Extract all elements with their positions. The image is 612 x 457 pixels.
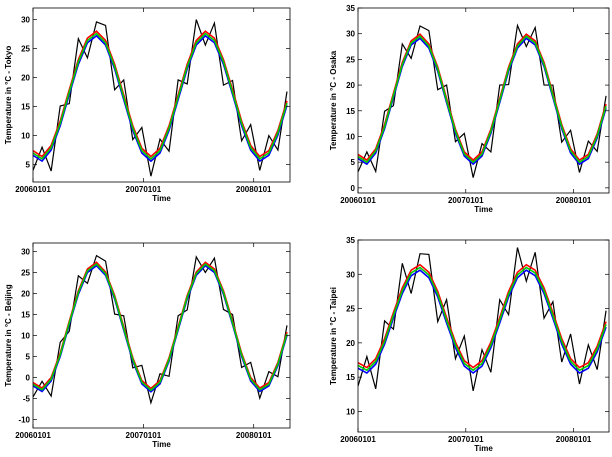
x-tick-label: 20080101 bbox=[236, 185, 272, 194]
x-tick-label: 20070101 bbox=[448, 196, 484, 205]
y-tick-label: 0 bbox=[26, 374, 31, 383]
y-tick-label: 5 bbox=[351, 158, 356, 167]
y-tick-label: 20 bbox=[346, 81, 355, 90]
y-tick-label: 15 bbox=[21, 103, 30, 112]
axes-box bbox=[357, 239, 610, 433]
y-tick-label: 20 bbox=[21, 289, 30, 298]
subplot: 0 5 10 15 20 25 30 35 20060101 20070101 20080101 Ti… bbox=[329, 4, 610, 214]
y-tick-label: 35 bbox=[346, 4, 355, 13]
plot-area bbox=[33, 243, 290, 428]
subplot: 10 15 20 25 30 35 20060101 20070101 20080101 Time… bbox=[329, 236, 610, 453]
data-line bbox=[33, 32, 288, 160]
x-tick-label: 20060101 bbox=[340, 435, 376, 444]
y-tick-label: 25 bbox=[21, 45, 30, 54]
x-tick-label: 20080101 bbox=[236, 431, 272, 440]
x-axis-label: Time bbox=[152, 194, 171, 203]
axes-box bbox=[32, 7, 291, 183]
x-tick-label: 20070101 bbox=[448, 435, 484, 444]
y-tick-label: 20 bbox=[346, 339, 355, 348]
y-tick-label: -5 bbox=[23, 395, 31, 404]
x-axis-label: Time bbox=[152, 440, 171, 449]
y-tick-label: 20 bbox=[21, 74, 30, 83]
y-tick-label: 5 bbox=[26, 161, 31, 170]
x-tick-label: 20060101 bbox=[15, 185, 51, 194]
data-line bbox=[358, 263, 607, 369]
x-tick-label: 20060101 bbox=[15, 431, 51, 440]
plot-area bbox=[358, 8, 609, 193]
y-tick-label: 25 bbox=[346, 305, 355, 314]
x-tick-label: 20080101 bbox=[556, 196, 592, 205]
y-tick-label: 30 bbox=[21, 247, 30, 256]
data-line bbox=[358, 269, 607, 375]
y-tick-label: 15 bbox=[21, 310, 30, 319]
plot-area bbox=[33, 8, 290, 182]
y-tick-label: 30 bbox=[346, 270, 355, 279]
y-axis-label: Temperature in °C - Osaka bbox=[329, 50, 338, 150]
subplot: 5 10 15 20 25 30 20060101 20070101 20080101 Time T… bbox=[4, 7, 291, 203]
data-line bbox=[358, 35, 607, 164]
axes-box bbox=[357, 7, 610, 194]
y-axis-label: Temperature in °C - Tokyo bbox=[4, 46, 13, 145]
y-tick-label: 30 bbox=[346, 30, 355, 39]
plot-area bbox=[358, 240, 609, 432]
x-tick-label: 20070101 bbox=[126, 185, 162, 194]
x-tick-label: 20070101 bbox=[126, 431, 162, 440]
y-tick-label: -10 bbox=[18, 416, 30, 425]
y-tick-label: 10 bbox=[21, 332, 30, 341]
subplot: -10 -5 0 5 10 15 20 25 30 20060101 20070101 2008010… bbox=[4, 242, 291, 449]
y-tick-label: 30 bbox=[21, 16, 30, 25]
data-line bbox=[33, 262, 288, 392]
y-tick-label: 0 bbox=[351, 184, 356, 193]
y-tick-label: 35 bbox=[346, 236, 355, 245]
x-tick-label: 20060101 bbox=[340, 196, 376, 205]
data-line bbox=[358, 266, 607, 372]
y-tick-label: 10 bbox=[346, 132, 355, 141]
x-axis-label: Time bbox=[474, 205, 493, 214]
y-tick-label: 10 bbox=[21, 132, 30, 141]
y-axis-label: Temperature in °C - Beijing bbox=[4, 284, 13, 386]
y-tick-label: 15 bbox=[346, 373, 355, 382]
y-tick-label: 25 bbox=[346, 55, 355, 64]
y-tick-label: 15 bbox=[346, 107, 355, 116]
y-tick-label: 25 bbox=[21, 268, 30, 277]
x-axis-label: Time bbox=[474, 444, 493, 453]
y-tick-label: 5 bbox=[26, 353, 31, 362]
y-axis-label: Temperature in °C - Taipei bbox=[329, 287, 338, 385]
x-tick-label: 20080101 bbox=[556, 435, 592, 444]
y-tick-label: 10 bbox=[346, 407, 355, 416]
